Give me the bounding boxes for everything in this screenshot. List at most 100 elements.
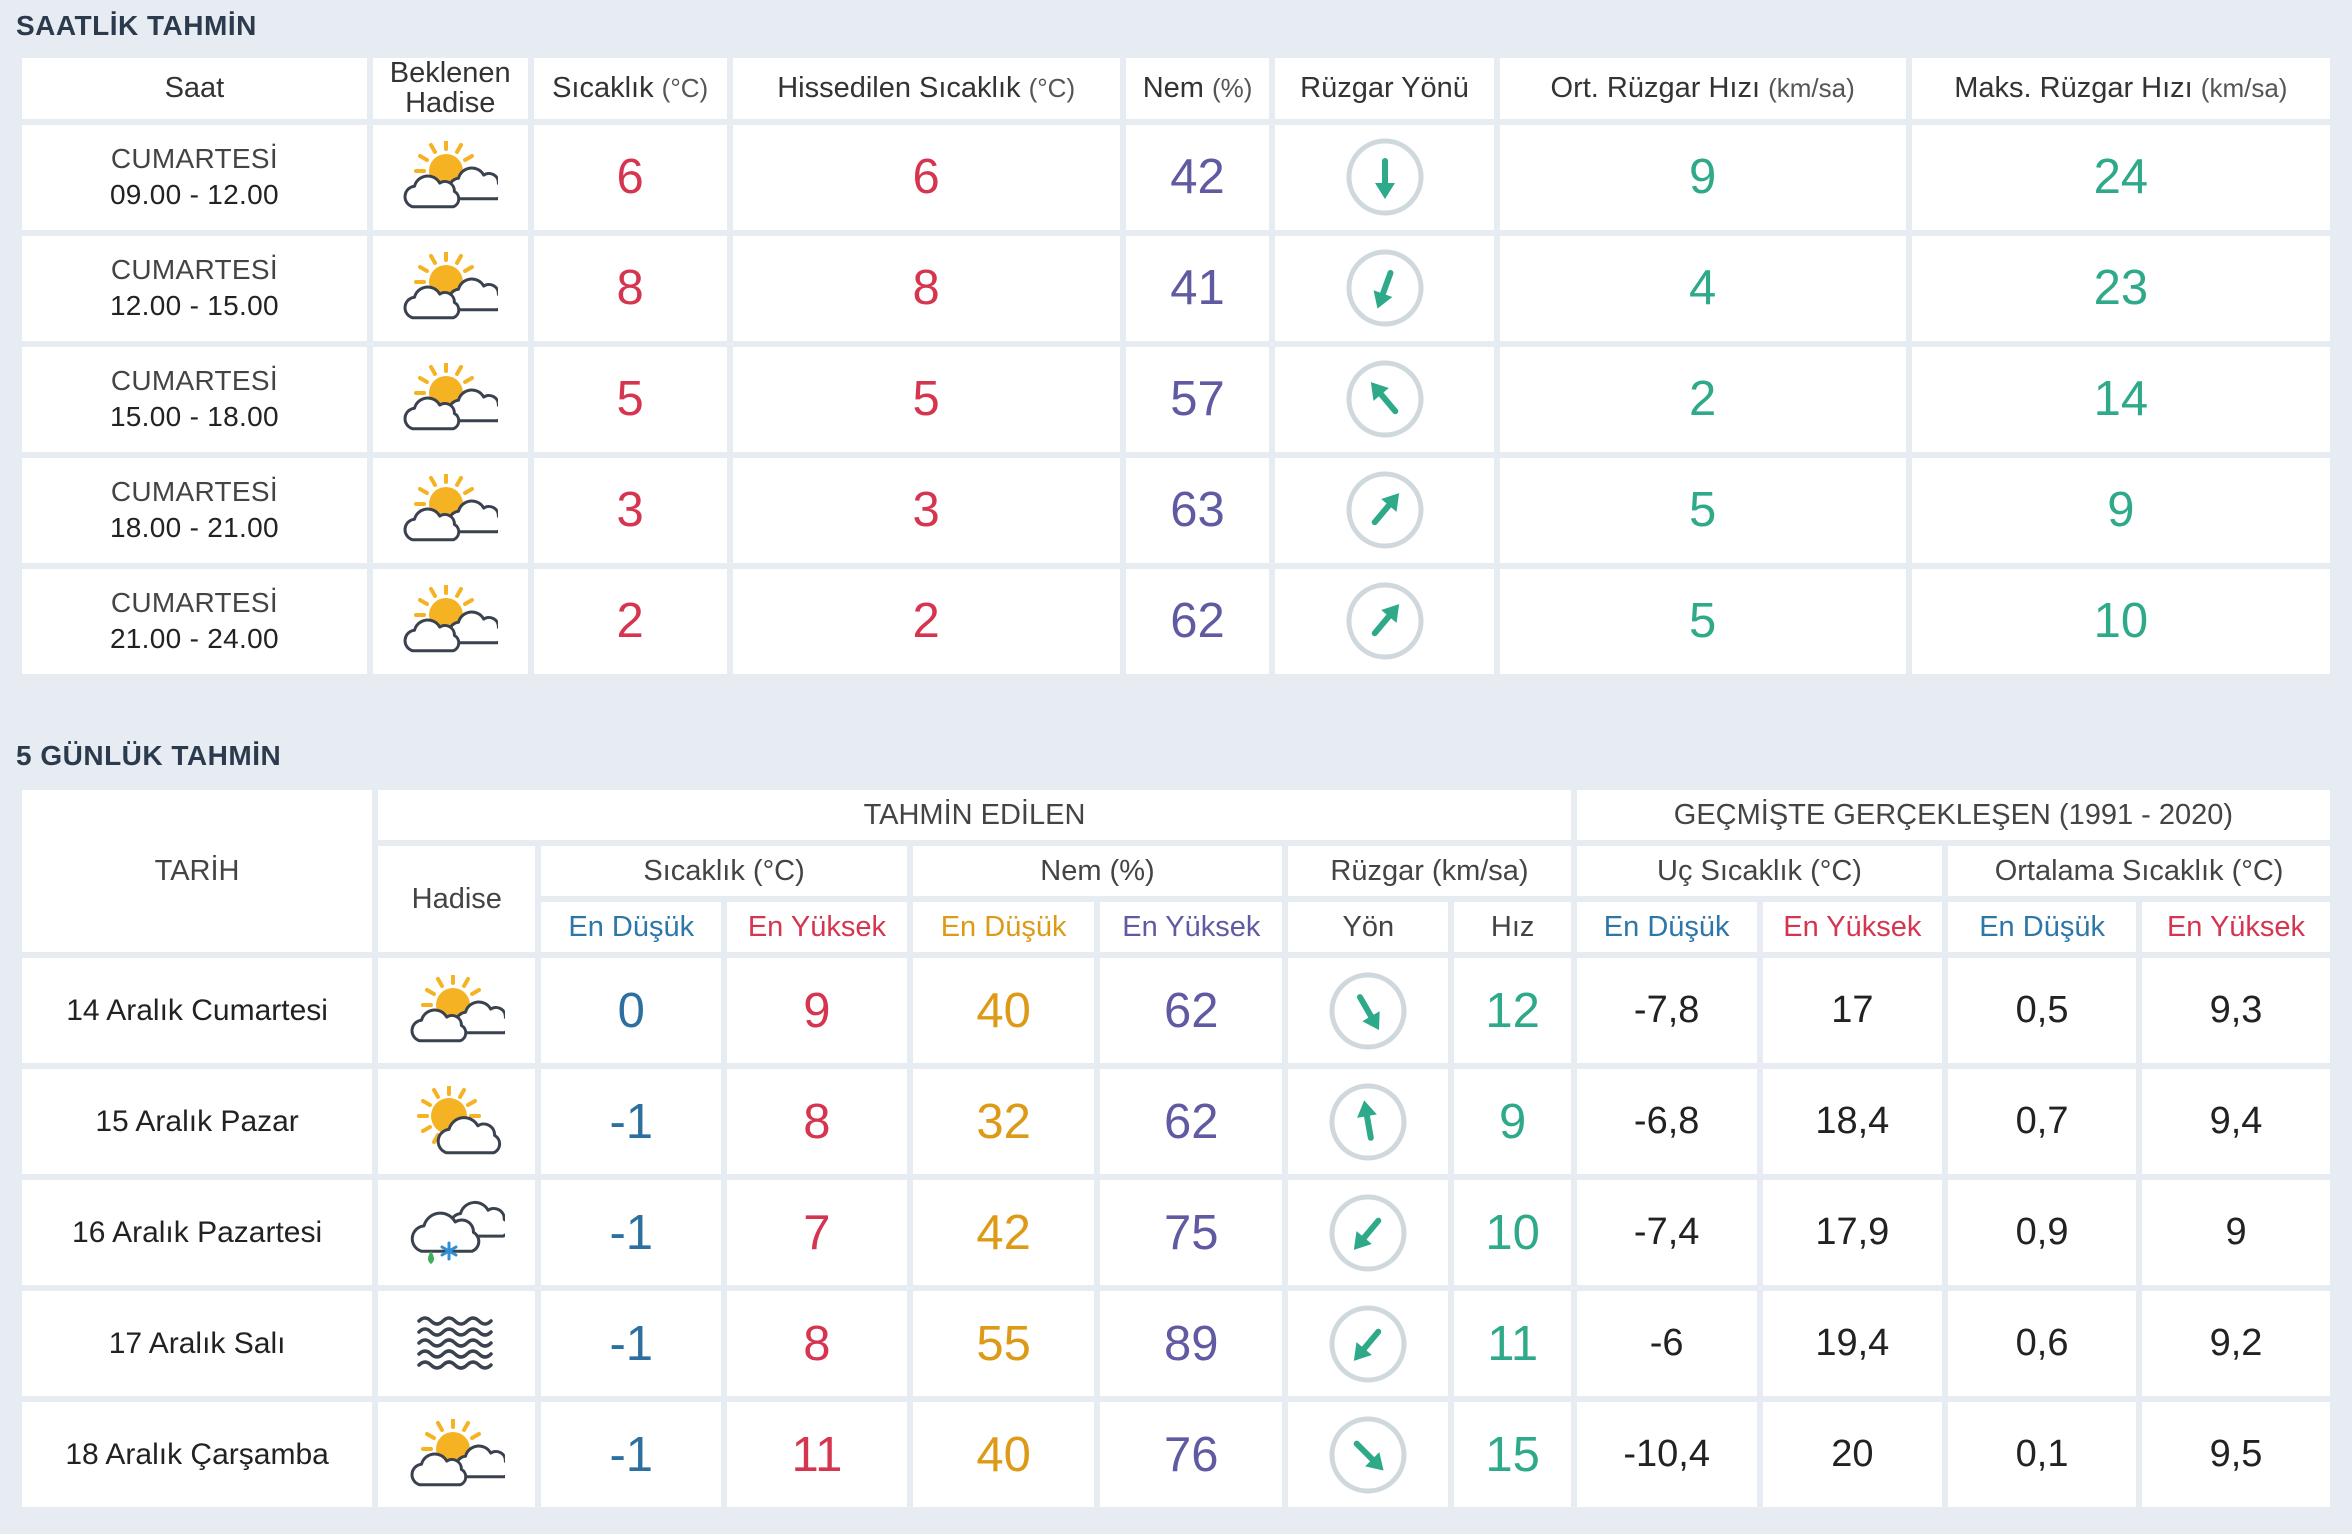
subheader-humidity-min: En Düşük <box>912 902 1095 952</box>
hourly-row: CUMARTESİ 09.00 - 12.00 6 6 42 9 24 <box>22 124 2330 230</box>
day-label: CUMARTESİ <box>110 253 278 285</box>
fog-icon <box>378 1291 536 1396</box>
date-label: 16 Aralık Pazartesi <box>22 1180 373 1285</box>
extreme-min-value: -7,8 <box>1576 958 1757 1063</box>
hourly-forecast-table: Saat Beklenen Hadise Sıcaklık (°C) Hissed… <box>16 52 2336 680</box>
header-time: Saat <box>22 58 367 119</box>
avg-wind-value: 9 <box>1499 124 1906 230</box>
humidity-min-value: 40 <box>912 1402 1095 1507</box>
humidity-max-value: 89 <box>1100 1291 1283 1396</box>
header-date: TARİH <box>22 790 373 952</box>
header-wind-direction: Rüzgar Yönü <box>1275 58 1494 119</box>
avg-min-value: 0,9 <box>1948 1180 2137 1285</box>
humidity-value: 42 <box>1125 124 1270 230</box>
wind-direction-arrow-icon <box>1275 457 1494 563</box>
wind-direction-arrow-icon <box>1275 235 1494 341</box>
max-wind-value: 9 <box>1911 457 2330 563</box>
daily-row: 17 Aralık Salı -1 8 55 89 11 -6 19,4 0,6… <box>22 1291 2330 1396</box>
wind-speed-value: 15 <box>1454 1402 1571 1507</box>
temp-max-value: 11 <box>727 1402 907 1507</box>
time-cell: CUMARTESİ 09.00 - 12.00 <box>22 124 367 230</box>
subheader-extreme-min: En Düşük <box>1576 902 1757 952</box>
temp-min-value: -1 <box>541 1402 722 1507</box>
max-wind-value: 24 <box>1911 124 2330 230</box>
daily-row: 14 Aralık Cumartesi 0 9 40 62 12 -7,8 17… <box>22 958 2330 1063</box>
time-range: 12.00 - 15.00 <box>109 290 279 322</box>
subheader-humidity-max: En Yüksek <box>1100 902 1283 952</box>
header-temp: Sıcaklık (°C) <box>533 58 727 119</box>
wind-speed-value: 10 <box>1454 1180 1571 1285</box>
time-range: 21.00 - 24.00 <box>109 623 279 655</box>
avg-max-value: 9 <box>2142 1180 2330 1285</box>
hourly-row: CUMARTESİ 15.00 - 18.00 5 5 57 2 14 <box>22 346 2330 452</box>
avg-max-value: 9,4 <box>2142 1069 2330 1174</box>
avg-min-value: 0,7 <box>1948 1069 2137 1174</box>
header-max-wind: Maks. Rüzgar Hızı (km/sa) <box>1911 58 2330 119</box>
header-history-group: GEÇMİŞTE GERÇEKLEŞEN (1991 - 2020) <box>1576 790 2330 840</box>
wind-direction-arrow-icon <box>1275 346 1494 452</box>
temperature-value: 6 <box>533 124 727 230</box>
temperature-value: 2 <box>533 568 727 674</box>
avg-wind-value: 5 <box>1499 457 1906 563</box>
temp-max-value: 8 <box>727 1069 907 1174</box>
avg-min-value: 0,6 <box>1948 1291 2137 1396</box>
extreme-min-value: -10,4 <box>1576 1402 1757 1507</box>
time-cell: CUMARTESİ 15.00 - 18.00 <box>22 346 367 452</box>
humidity-min-value: 32 <box>912 1069 1095 1174</box>
date-label: 14 Aralık Cumartesi <box>22 958 373 1063</box>
partly-cloudy-icon <box>372 346 528 452</box>
hourly-row: CUMARTESİ 12.00 - 15.00 8 8 41 4 23 <box>22 235 2330 341</box>
daily-section-title: 5 GÜNLÜK TAHMİN <box>16 740 282 771</box>
daily-row: 15 Aralık Pazar -1 8 32 62 9 -6,8 18,4 0… <box>22 1069 2330 1174</box>
wind-speed-value: 12 <box>1454 958 1571 1063</box>
date-label: 17 Aralık Salı <box>22 1291 373 1396</box>
time-cell: CUMARTESİ 18.00 - 21.00 <box>22 457 367 563</box>
wind-direction-arrow-icon <box>1275 124 1494 230</box>
humidity-max-value: 75 <box>1100 1180 1283 1285</box>
partly-cloudy-icon <box>378 958 536 1063</box>
avg-max-value: 9,3 <box>2142 958 2330 1063</box>
subheader-wind-speed: Hız <box>1454 902 1571 952</box>
wind-direction-arrow-icon <box>1288 1402 1449 1507</box>
humidity-value: 62 <box>1125 568 1270 674</box>
partly-cloudy-icon <box>372 235 528 341</box>
subheader-temp-min: En Düşük <box>541 902 722 952</box>
humidity-value: 41 <box>1125 235 1270 341</box>
extreme-max-value: 18,4 <box>1762 1069 1943 1174</box>
avg-min-value: 0,1 <box>1948 1402 2137 1507</box>
partly-cloudy-icon <box>372 457 528 563</box>
time-range: 18.00 - 21.00 <box>109 512 279 544</box>
daily-row: 16 Aralık Pazartesi -1 7 42 75 10 -7,4 <box>22 1180 2330 1285</box>
partly-cloudy-icon <box>372 568 528 674</box>
day-label: CUMARTESİ <box>110 364 278 396</box>
header-daily-temp: Sıcaklık (°C) <box>541 846 907 896</box>
hourly-section-title: SAATLİK TAHMİN <box>16 10 257 41</box>
humidity-value: 57 <box>1125 346 1270 452</box>
hourly-row: CUMARTESİ 18.00 - 21.00 3 3 63 5 9 <box>22 457 2330 563</box>
temp-max-value: 8 <box>727 1291 907 1396</box>
temp-max-value: 7 <box>727 1180 907 1285</box>
feels-like-value: 3 <box>732 457 1120 563</box>
extreme-max-value: 19,4 <box>1762 1291 1943 1396</box>
temp-min-value: 0 <box>541 958 722 1063</box>
feels-like-value: 5 <box>732 346 1120 452</box>
partly-sunny-icon <box>378 1069 536 1174</box>
avg-max-value: 9,5 <box>2142 1402 2330 1507</box>
daily-forecast-table: TARİH TAHMİN EDİLEN GEÇMİŞTE GERÇEKLEŞEN… <box>16 784 2336 1513</box>
hourly-header-row: Saat Beklenen Hadise Sıcaklık (°C) Hissed… <box>22 58 2330 119</box>
time-cell: CUMARTESİ 21.00 - 24.00 <box>22 568 367 674</box>
wind-direction-arrow-icon <box>1288 1069 1449 1174</box>
header-event: Hadise <box>378 846 536 952</box>
temperature-value: 3 <box>533 457 727 563</box>
hourly-row: CUMARTESİ 21.00 - 24.00 2 2 62 5 10 <box>22 568 2330 674</box>
feels-like-value: 6 <box>732 124 1120 230</box>
humidity-min-value: 42 <box>912 1180 1095 1285</box>
header-daily-wind: Rüzgar (km/sa) <box>1288 846 1571 896</box>
feels-like-value: 8 <box>732 235 1120 341</box>
extreme-min-value: -6 <box>1576 1291 1757 1396</box>
header-extreme-temp: Uç Sıcaklık (°C) <box>1576 846 1943 896</box>
avg-wind-value: 5 <box>1499 568 1906 674</box>
avg-min-value: 0,5 <box>1948 958 2137 1063</box>
header-daily-humidity: Nem (%) <box>912 846 1283 896</box>
temp-max-value: 9 <box>727 958 907 1063</box>
